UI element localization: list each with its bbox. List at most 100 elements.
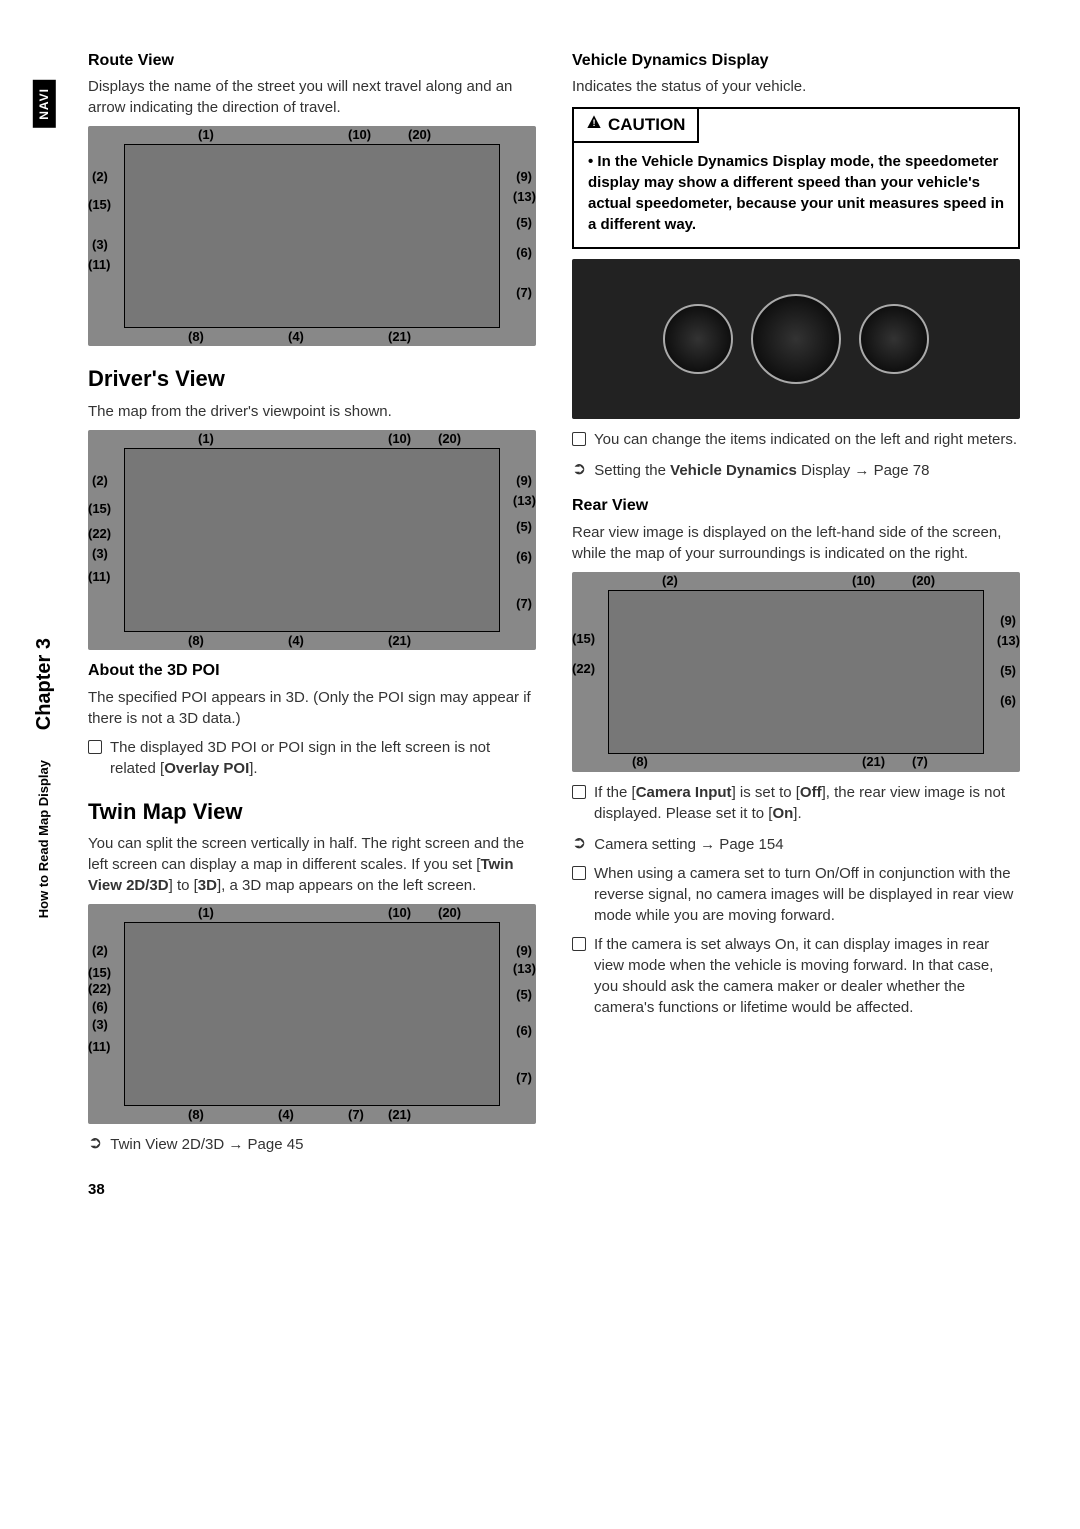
drivers-view-heading: Driver's View bbox=[88, 364, 536, 395]
ref-text: Setting the Vehicle Dynamics Display → P… bbox=[594, 460, 929, 481]
ref-item: ➲ Camera setting → Page 154 bbox=[572, 834, 1020, 855]
callout: (8) bbox=[188, 1106, 204, 1124]
callout: (22) bbox=[572, 660, 595, 678]
callout: (3) bbox=[92, 545, 108, 563]
callout: (22) bbox=[88, 980, 111, 998]
side-tab-navi: NAVI bbox=[33, 80, 56, 128]
callout: (4) bbox=[288, 632, 304, 650]
note-item: If the camera is set always On, it can d… bbox=[572, 934, 1020, 1018]
callout: (7) bbox=[516, 284, 532, 302]
ref-text: Camera setting → Page 154 bbox=[594, 834, 783, 855]
caution-label: CAUTION bbox=[608, 113, 685, 137]
note-text: If the [Camera Input] is set to [Off], t… bbox=[594, 782, 1020, 824]
vehicle-dynamics-figure bbox=[572, 259, 1020, 419]
note-item: The displayed 3D POI or POI sign in the … bbox=[88, 737, 536, 779]
callout: (15) bbox=[572, 630, 595, 648]
callout: (5) bbox=[516, 986, 532, 1004]
callout: (20) bbox=[438, 904, 461, 922]
route-view-figure: (1) (10) (20) (2) (9) (15) (13) (3) (5) … bbox=[88, 126, 536, 346]
callout: (1) bbox=[198, 430, 214, 448]
caution-text: In the Vehicle Dynamics Display mode, th… bbox=[588, 151, 1004, 235]
callout: (8) bbox=[188, 632, 204, 650]
callout: (22) bbox=[88, 525, 111, 543]
note-icon bbox=[572, 432, 586, 446]
vehicle-dynamics-heading: Vehicle Dynamics Display bbox=[572, 50, 1020, 72]
ref-icon: ➲ bbox=[572, 460, 586, 479]
note-icon bbox=[88, 740, 102, 754]
callout: (11) bbox=[88, 1038, 110, 1056]
callout: (6) bbox=[516, 548, 532, 566]
gauge-left bbox=[663, 304, 733, 374]
callout: (4) bbox=[288, 328, 304, 346]
callout: (8) bbox=[632, 753, 648, 771]
left-column: Route View Displays the name of the stre… bbox=[88, 50, 536, 1200]
callout: (5) bbox=[1000, 662, 1016, 680]
gauge-center bbox=[751, 294, 841, 384]
callout: (6) bbox=[516, 1022, 532, 1040]
callout: (10) bbox=[388, 430, 411, 448]
route-view-body: Displays the name of the street you will… bbox=[88, 76, 536, 118]
callout: (13) bbox=[997, 632, 1020, 650]
callout: (21) bbox=[388, 1106, 411, 1124]
note-icon bbox=[572, 785, 586, 799]
rear-view-body: Rear view image is displayed on the left… bbox=[572, 522, 1020, 564]
note-icon bbox=[572, 937, 586, 951]
callout: (9) bbox=[516, 472, 532, 490]
callout: (9) bbox=[516, 942, 532, 960]
caution-box: ! CAUTION In the Vehicle Dynamics Displa… bbox=[572, 107, 1020, 249]
side-tab-chapter: Chapter 3 bbox=[30, 638, 58, 730]
gauge-right bbox=[859, 304, 929, 374]
ref-item: ➲ Setting the Vehicle Dynamics Display →… bbox=[572, 460, 1020, 481]
callout: (3) bbox=[92, 236, 108, 254]
callout: (6) bbox=[92, 998, 108, 1016]
page-number: 38 bbox=[88, 1179, 536, 1200]
callout: (8) bbox=[188, 328, 204, 346]
callout: (20) bbox=[408, 126, 431, 144]
note-icon bbox=[572, 866, 586, 880]
callout: (7) bbox=[516, 595, 532, 613]
callout: (1) bbox=[198, 126, 214, 144]
callout: (9) bbox=[1000, 612, 1016, 630]
right-column: Vehicle Dynamics Display Indicates the s… bbox=[572, 50, 1020, 1200]
callout: (11) bbox=[88, 256, 110, 274]
about-3d-poi-heading: About the 3D POI bbox=[88, 660, 536, 682]
ref-icon: ➲ bbox=[572, 834, 586, 853]
callout: (2) bbox=[92, 942, 108, 960]
callout: (13) bbox=[513, 492, 536, 510]
twin-map-figure: (1) (10) (20) (2) (9) (15) (13) (22) (5)… bbox=[88, 904, 536, 1124]
about-3d-poi-body: The specified POI appears in 3D. (Only t… bbox=[88, 687, 536, 729]
callout: (7) bbox=[516, 1069, 532, 1087]
callout: (2) bbox=[92, 472, 108, 490]
svg-text:!: ! bbox=[592, 118, 595, 128]
callout: (10) bbox=[348, 126, 371, 144]
note-item: When using a camera set to turn On/Off i… bbox=[572, 863, 1020, 926]
twin-map-heading: Twin Map View bbox=[88, 797, 536, 828]
callout: (1) bbox=[198, 904, 214, 922]
drivers-view-body: The map from the driver's viewpoint is s… bbox=[88, 401, 536, 422]
rear-view-figure: (2) (10) (20) (9) (15) (13) (22) (5) (6)… bbox=[572, 572, 1020, 772]
callout: (13) bbox=[513, 188, 536, 206]
callout: (15) bbox=[88, 500, 111, 518]
callout: (2) bbox=[662, 572, 678, 590]
note-text: When using a camera set to turn On/Off i… bbox=[594, 863, 1020, 926]
note-text: If the camera is set always On, it can d… bbox=[594, 934, 1020, 1018]
note-item: You can change the items indicated on th… bbox=[572, 429, 1020, 450]
callout: (13) bbox=[513, 960, 536, 978]
callout: (11) bbox=[88, 568, 110, 586]
callout: (20) bbox=[438, 430, 461, 448]
note-item: If the [Camera Input] is set to [Off], t… bbox=[572, 782, 1020, 824]
callout: (21) bbox=[388, 632, 411, 650]
callout: (6) bbox=[516, 244, 532, 262]
caution-body: In the Vehicle Dynamics Display mode, th… bbox=[574, 151, 1018, 235]
callout: (21) bbox=[388, 328, 411, 346]
callout: (6) bbox=[1000, 692, 1016, 710]
ref-text: Twin View 2D/3D → Page 45 bbox=[110, 1134, 303, 1155]
callout: (10) bbox=[852, 572, 875, 590]
caution-header: ! CAUTION bbox=[574, 109, 699, 143]
callout: (5) bbox=[516, 214, 532, 232]
callout: (2) bbox=[92, 168, 108, 186]
callout: (20) bbox=[912, 572, 935, 590]
callout: (21) bbox=[862, 753, 885, 771]
callout: (10) bbox=[388, 904, 411, 922]
vehicle-dynamics-body: Indicates the status of your vehicle. bbox=[572, 76, 1020, 97]
